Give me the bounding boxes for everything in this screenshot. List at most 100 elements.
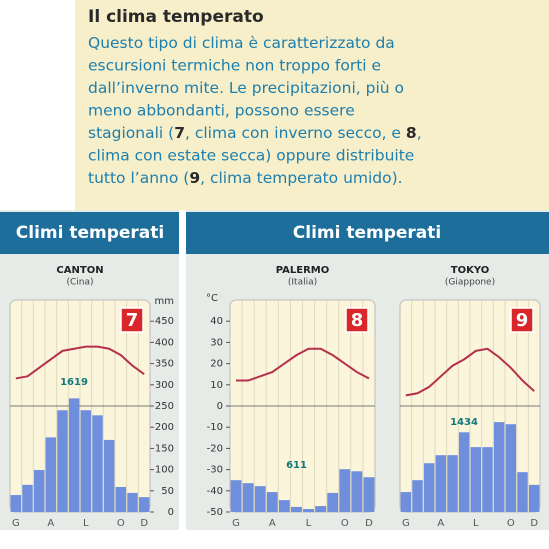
y2-tick-label: 100	[155, 465, 174, 476]
precip-bar	[45, 437, 57, 512]
precip-bar	[400, 492, 412, 512]
intro-segment: tutto l’anno (	[88, 169, 189, 187]
precip-bar	[242, 483, 254, 512]
panel-header: Climi temperati	[16, 223, 164, 243]
precip-bar	[33, 470, 45, 512]
annotation: 1619	[60, 377, 88, 388]
month-label: A	[269, 518, 276, 529]
month-label: O	[117, 518, 125, 529]
y2-tick-label: 300	[155, 380, 174, 391]
intro-segment: meno abbondanti, possono essere	[88, 101, 355, 119]
y-axis-label: °C	[206, 293, 218, 304]
month-label: L	[83, 518, 89, 529]
intro-segment: 7	[174, 124, 185, 142]
precip-bar	[92, 415, 103, 512]
precip-bar	[505, 424, 517, 512]
y2-tick-label: 200	[155, 422, 174, 433]
city-subtitle: (Italia)	[288, 278, 317, 288]
month-label: A	[47, 518, 54, 529]
month-label: G	[12, 518, 20, 529]
intro-line: escursioni termiche non troppo forti e	[88, 56, 381, 74]
y2-tick-label: 50	[161, 486, 174, 497]
intro-segment: escursioni termiche non troppo forti e	[88, 56, 381, 74]
month-label: A	[437, 518, 444, 529]
y-tick-label: 20	[210, 359, 223, 370]
precip-bar	[412, 480, 423, 512]
precip-bar	[363, 477, 375, 512]
month-label: D	[365, 518, 373, 529]
badge-box	[345, 307, 369, 333]
y-tick-label: 0	[217, 401, 223, 412]
annotation: 1434	[450, 417, 478, 428]
month-label: D	[140, 518, 148, 529]
precip-bar	[68, 398, 80, 512]
y-tick-label: -30	[207, 465, 223, 476]
y-tick-label: 40	[210, 316, 223, 327]
precip-bar	[230, 480, 242, 512]
precip-bar	[115, 486, 127, 512]
city-subtitle: (Cina)	[66, 278, 93, 288]
precip-bar	[22, 484, 33, 512]
precip-bar	[327, 492, 339, 512]
precip-bar	[470, 447, 482, 512]
y2-tick-label: 0	[168, 507, 174, 518]
precip-bar	[517, 472, 528, 512]
panel-header-bg	[0, 212, 179, 254]
month-label: D	[530, 518, 538, 529]
precip-bar	[127, 492, 138, 512]
y2-tick-label: 350	[155, 359, 174, 370]
intro-line: meno abbondanti, possono essere	[88, 101, 355, 119]
intro-segment: , clima con inverno secco, e	[185, 124, 406, 142]
precip-bar	[303, 509, 314, 512]
precip-bar	[315, 506, 327, 512]
intro-line: clima con estate secca) oppure distribui…	[88, 146, 414, 164]
precip-bar	[435, 455, 447, 512]
precip-bar	[103, 439, 115, 512]
city-title: TOKYO	[451, 265, 489, 276]
badge-box	[120, 307, 144, 333]
month-label: G	[402, 518, 410, 529]
y-tick-label: -10	[207, 422, 223, 433]
badge: 9	[516, 310, 529, 331]
intro-segment: Questo tipo di clima è caratterizzato da	[88, 34, 395, 52]
intro-segment: stagionali (	[88, 124, 174, 142]
y2-axis-label: mm	[155, 296, 174, 307]
intro-line: Questo tipo di clima è caratterizzato da	[88, 34, 395, 52]
intro-text: Questo tipo di clima è caratterizzato da…	[88, 34, 422, 187]
intro-segment: dall’inverno mite. Le precipitazioni, pi…	[88, 79, 404, 97]
badge: 7	[126, 310, 139, 331]
precip-bar	[278, 500, 290, 512]
panel-header: Climi temperati	[293, 223, 441, 243]
intro-line: stagionali (7, clima con inverno secco, …	[88, 124, 422, 142]
intro-segment: ,	[417, 124, 422, 142]
temp-line	[15, 345, 145, 380]
precip-bar	[447, 455, 458, 512]
y2-tick-label: 400	[155, 337, 174, 348]
y-tick-label: 10	[210, 380, 223, 391]
precip-bar	[138, 497, 150, 512]
y2-tick-label: 150	[155, 443, 174, 454]
text-background	[75, 0, 549, 210]
precip-bar	[423, 463, 435, 512]
intro-segment: clima con estate secca) oppure distribui…	[88, 146, 414, 164]
y-tick-label: 30	[210, 337, 223, 348]
city-title: CANTON	[56, 265, 103, 276]
intro-segment: 9	[189, 169, 200, 187]
y-tick-label: -20	[207, 443, 223, 454]
precip-bar	[291, 506, 302, 512]
precip-bar	[10, 495, 22, 512]
precip-bar	[528, 484, 540, 512]
precip-bar	[57, 410, 68, 512]
temp-line	[236, 347, 370, 382]
precip-bar	[339, 469, 351, 512]
precip-bar	[351, 471, 363, 512]
panel-header-bg	[186, 212, 549, 254]
y-tick-label: -50	[207, 507, 223, 518]
month-label: O	[341, 518, 349, 529]
month-label: L	[473, 518, 479, 529]
city-title: PALERMO	[276, 265, 330, 276]
precip-bar	[266, 492, 278, 512]
month-label: O	[507, 518, 515, 529]
